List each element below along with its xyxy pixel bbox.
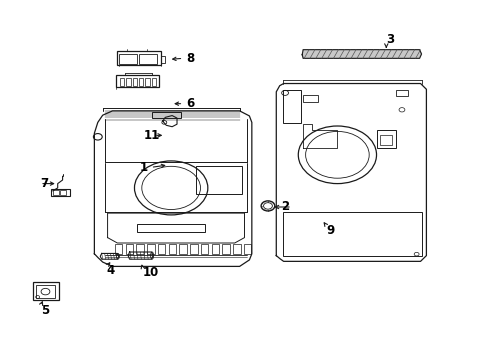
Bar bbox=[33, 282, 59, 300]
Bar bbox=[233, 244, 240, 254]
Bar bbox=[60, 190, 66, 195]
Bar bbox=[119, 54, 137, 64]
Bar bbox=[53, 190, 59, 195]
Bar bbox=[139, 78, 143, 86]
Bar bbox=[126, 78, 130, 86]
Text: 6: 6 bbox=[185, 97, 194, 110]
Bar bbox=[380, 135, 391, 145]
Bar bbox=[282, 90, 301, 123]
Text: 4: 4 bbox=[106, 264, 115, 277]
Bar bbox=[376, 130, 395, 148]
Bar bbox=[139, 54, 157, 64]
Bar bbox=[151, 112, 181, 118]
Bar bbox=[51, 189, 70, 196]
Bar bbox=[244, 244, 251, 254]
Bar bbox=[145, 78, 149, 86]
Text: 8: 8 bbox=[185, 52, 194, 65]
Bar bbox=[132, 78, 137, 86]
Bar bbox=[158, 244, 165, 254]
Bar bbox=[147, 244, 154, 254]
Bar bbox=[151, 78, 156, 86]
Text: 10: 10 bbox=[142, 266, 159, 279]
Bar bbox=[125, 244, 133, 254]
Bar bbox=[36, 285, 55, 298]
Text: 2: 2 bbox=[281, 201, 289, 213]
Bar bbox=[222, 244, 229, 254]
Bar bbox=[303, 95, 317, 102]
Bar bbox=[190, 244, 197, 254]
Text: 3: 3 bbox=[386, 33, 394, 46]
Text: 7: 7 bbox=[40, 177, 48, 190]
Bar bbox=[211, 244, 219, 254]
Polygon shape bbox=[302, 50, 421, 58]
Bar bbox=[201, 244, 208, 254]
Bar bbox=[115, 244, 122, 254]
Bar bbox=[137, 224, 205, 232]
Bar bbox=[179, 244, 186, 254]
Bar bbox=[117, 51, 161, 65]
Bar bbox=[168, 244, 176, 254]
Bar bbox=[195, 166, 242, 194]
Bar bbox=[116, 75, 159, 87]
Text: 9: 9 bbox=[326, 224, 334, 237]
Bar bbox=[161, 56, 165, 63]
Text: 5: 5 bbox=[41, 304, 49, 317]
Bar bbox=[120, 78, 124, 86]
Text: 1: 1 bbox=[139, 161, 147, 174]
Bar bbox=[395, 90, 407, 96]
Text: 11: 11 bbox=[143, 129, 159, 142]
Bar bbox=[282, 212, 422, 256]
Bar bbox=[136, 244, 143, 254]
